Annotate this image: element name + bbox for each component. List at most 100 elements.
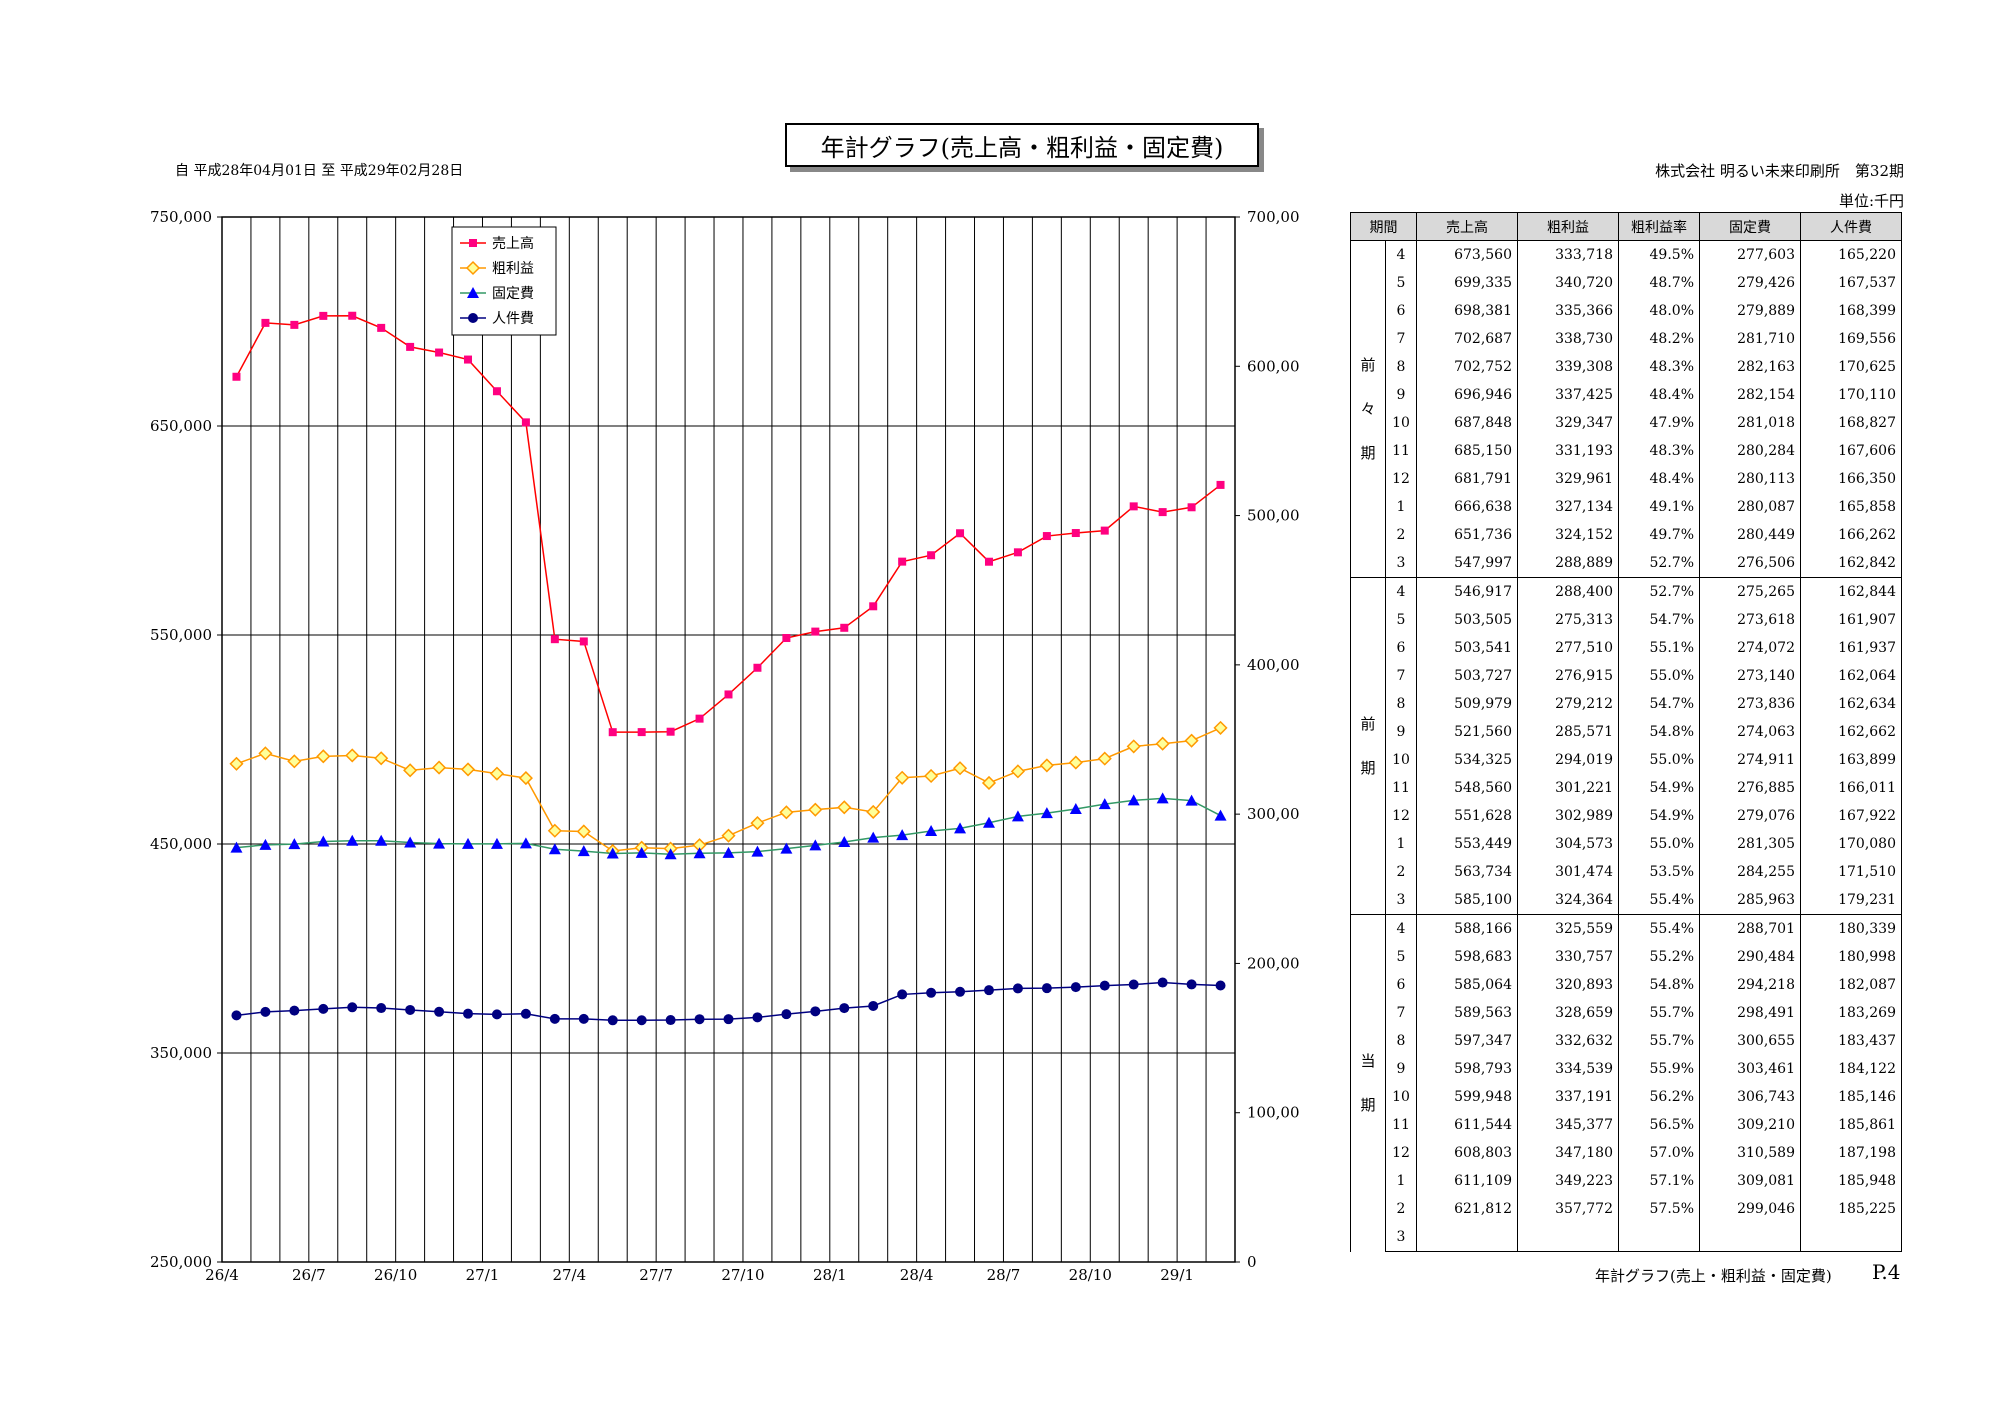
data-point-s1 [956, 529, 965, 538]
data-point-s1 [1100, 526, 1109, 535]
data-point-s2 [952, 761, 968, 776]
table-cell: 166,011 [1800, 774, 1902, 802]
data-point-s1 [1216, 480, 1225, 489]
table-cell: 285,963 [1699, 886, 1801, 915]
table-cell: 588,166 [1416, 914, 1518, 943]
data-point-s1 [492, 387, 501, 396]
table-cell: 12 [1385, 1139, 1417, 1167]
table-cell: 163,899 [1800, 746, 1902, 774]
data-point-s1 [840, 623, 849, 632]
data-point-s3 [462, 837, 475, 849]
table-cell: 185,948 [1800, 1167, 1902, 1195]
table-row: 7 503,727 276,915 55.0% 273,140 162,064 [1351, 662, 1902, 690]
left-tick-label: 450,000 [150, 835, 212, 853]
table-cell: 48.3% [1618, 353, 1700, 381]
table-cell: 288,400 [1517, 577, 1619, 606]
data-point-s4 [1041, 983, 1052, 994]
table-cell: 347,180 [1517, 1139, 1619, 1167]
data-point-s4 [636, 1015, 647, 1026]
data-point-s3 [433, 837, 446, 849]
table-header-cell: 売上高 [1416, 212, 1518, 241]
table-cell: 285,571 [1517, 718, 1619, 746]
table-cell: 301,474 [1517, 858, 1619, 886]
table-cell: 327,134 [1517, 493, 1619, 521]
data-point-s1 [724, 690, 733, 699]
data-point-s3 [259, 838, 272, 850]
data-point-s3 [809, 839, 822, 851]
data-point-s2 [258, 746, 273, 761]
data-point-s3 [1040, 807, 1053, 819]
period-group-label: 当 期 [1350, 914, 1386, 1252]
table-cell: 310,589 [1699, 1139, 1801, 1167]
table-cell: 330,757 [1517, 943, 1619, 971]
x-tick-label: 29/1 [1160, 1266, 1194, 1284]
x-tick-label: 28/10 [1069, 1266, 1112, 1284]
table-cell: 8 [1385, 690, 1417, 718]
table-cell: 170,080 [1800, 830, 1902, 858]
x-tick-label: 27/7 [639, 1266, 673, 1284]
page-number: P.4 [1872, 1260, 1901, 1284]
plot-area [221, 216, 1236, 1263]
table-cell: 281,018 [1699, 409, 1801, 437]
data-point-s3 [1098, 798, 1111, 810]
data-point-s2 [1010, 764, 1025, 779]
data-point-s4 [289, 1005, 300, 1016]
table-cell: 340,720 [1517, 269, 1619, 297]
table-cell: 290,484 [1699, 943, 1801, 971]
page-title: 年計グラフ(売上高・粗利益・固定費) [785, 123, 1259, 167]
table-cell: 273,618 [1699, 606, 1801, 634]
table-cell: 349,223 [1517, 1167, 1619, 1195]
table-cell: 168,399 [1800, 297, 1902, 325]
table-cell: 702,687 [1416, 325, 1518, 353]
data-point-s2 [981, 775, 997, 791]
data-point-s1 [811, 627, 820, 636]
data-point-s4 [983, 985, 994, 996]
page-title-text: 年計グラフ(売上高・粗利益・固定費) [820, 133, 1224, 162]
table-cell: 9 [1385, 1055, 1417, 1083]
data-point-s1 [1129, 502, 1138, 511]
table-cell: 324,364 [1517, 886, 1619, 915]
table-cell: 48.4% [1618, 465, 1700, 493]
table-cell: 280,113 [1699, 465, 1801, 493]
table-cell: 10 [1385, 746, 1417, 774]
table-row: 6 698,381 335,366 48.0% 279,889 168,399 [1351, 297, 1902, 325]
table-cell: 651,736 [1416, 521, 1518, 549]
table-cell: 563,734 [1416, 858, 1518, 886]
table-row: 3 585,100 324,364 55.4% 285,963 179,231 [1351, 886, 1902, 915]
footer-caption: 年計グラフ(売上・粗利益・固定費) [1595, 1267, 1832, 1285]
table-cell: 324,152 [1517, 521, 1619, 549]
table-cell: 185,225 [1800, 1195, 1902, 1223]
data-point-s2 [721, 828, 736, 843]
data-point-s4 [520, 1008, 531, 1019]
data-point-s1 [579, 637, 588, 646]
data-point-s4 [260, 1006, 271, 1017]
table-cell: 4 [1385, 577, 1417, 606]
table-header-cell: 期間 [1350, 212, 1417, 241]
table-cell: 597,347 [1416, 1027, 1518, 1055]
table-row: 6 585,064 320,893 54.8% 294,218 182,087 [1351, 971, 1902, 999]
table-cell: 55.4% [1618, 886, 1700, 915]
table-cell: 55.7% [1618, 1027, 1700, 1055]
data-point-s3 [288, 838, 301, 850]
data-point-s3 [1127, 794, 1140, 806]
table-row: 2 621,812 357,772 57.5% 299,046 185,225 [1351, 1195, 1902, 1223]
table-cell: 12 [1385, 802, 1417, 830]
table-cell: 54.7% [1618, 606, 1700, 634]
data-point-s2 [518, 771, 533, 786]
table-cell: 274,072 [1699, 634, 1801, 662]
table-row: 9 521,560 285,571 54.8% 274,063 162,662 [1351, 718, 1902, 746]
data-point-s3 [693, 847, 706, 859]
legend-label: 人件費 [492, 311, 534, 327]
data-point-s2 [460, 762, 476, 777]
table-row: 10 687,848 329,347 47.9% 281,018 168,827 [1351, 409, 1902, 437]
table-cell: 273,140 [1699, 662, 1801, 690]
table-cell: 331,193 [1517, 437, 1619, 465]
table-row: 9 696,946 337,425 48.4% 282,154 170,110 [1351, 381, 1902, 409]
data-point-s4 [405, 1004, 416, 1015]
x-tick-label: 27/10 [721, 1266, 764, 1284]
table-cell: 611,544 [1416, 1111, 1518, 1139]
table-cell: 546,917 [1416, 577, 1518, 606]
table-cell: 57.0% [1618, 1139, 1700, 1167]
table-cell: 329,347 [1517, 409, 1619, 437]
table-row: 当 期 4 588,166 325,559 55.4% 288,701 180,339 [1350, 914, 1902, 1252]
